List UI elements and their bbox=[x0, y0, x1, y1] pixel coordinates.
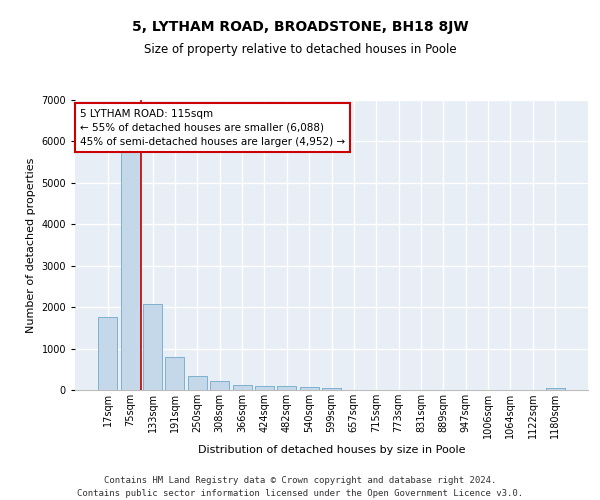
Text: Size of property relative to detached houses in Poole: Size of property relative to detached ho… bbox=[143, 42, 457, 56]
Bar bbox=[121, 152, 140, 390]
X-axis label: Distribution of detached houses by size in Poole: Distribution of detached houses by size … bbox=[198, 445, 465, 455]
Bar bbox=[210, 382, 229, 390]
Bar bbox=[545, 388, 565, 390]
Bar bbox=[299, 387, 319, 390]
Text: 5, LYTHAM ROAD, BROADSTONE, BH18 8JW: 5, LYTHAM ROAD, BROADSTONE, BH18 8JW bbox=[131, 20, 469, 34]
Bar bbox=[277, 386, 296, 390]
Bar bbox=[188, 376, 207, 390]
Bar bbox=[166, 358, 184, 390]
Bar bbox=[322, 388, 341, 390]
Y-axis label: Number of detached properties: Number of detached properties bbox=[26, 158, 36, 332]
Text: 5 LYTHAM ROAD: 115sqm
← 55% of detached houses are smaller (6,088)
45% of semi-d: 5 LYTHAM ROAD: 115sqm ← 55% of detached … bbox=[80, 108, 345, 146]
Text: Contains HM Land Registry data © Crown copyright and database right 2024.
Contai: Contains HM Land Registry data © Crown c… bbox=[77, 476, 523, 498]
Bar bbox=[98, 316, 118, 390]
Bar bbox=[233, 385, 251, 390]
Bar bbox=[143, 304, 162, 390]
Bar bbox=[255, 386, 274, 390]
